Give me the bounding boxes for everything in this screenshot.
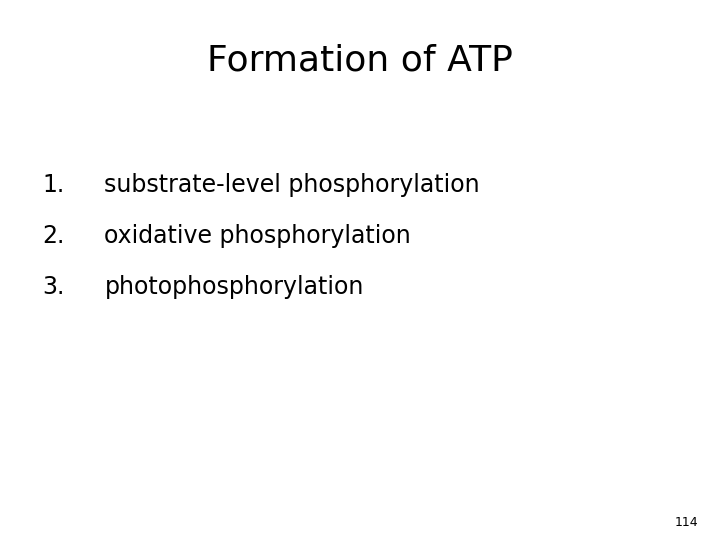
Text: 3.: 3. <box>42 275 65 299</box>
Text: 1.: 1. <box>42 173 65 197</box>
Text: oxidative phosphorylation: oxidative phosphorylation <box>104 224 411 248</box>
Text: Formation of ATP: Formation of ATP <box>207 43 513 77</box>
Text: 114: 114 <box>675 516 698 529</box>
Text: photophosphorylation: photophosphorylation <box>104 275 364 299</box>
Text: 2.: 2. <box>42 224 65 248</box>
Text: substrate-level phosphorylation: substrate-level phosphorylation <box>104 173 480 197</box>
